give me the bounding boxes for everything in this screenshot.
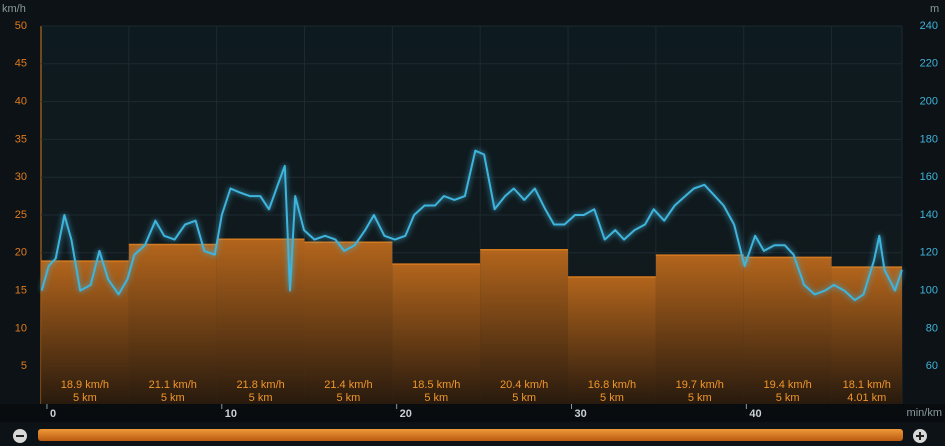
y-tick-label: 5 [21,360,27,372]
y2-tick-label: 80 [926,322,938,334]
x-tick-label: 0 [50,408,56,420]
bar [655,255,744,404]
bar [568,276,656,404]
bar-distance-label: 5 km [776,392,800,404]
bar [480,249,569,404]
x-tick-label: 40 [749,408,761,420]
bar-value-label: 21.4 km/h [324,379,372,391]
y2-tick-label: 180 [920,133,938,145]
bar [392,264,481,404]
x-tick-label: 10 [225,408,237,420]
bar-value-label: 19.4 km/h [763,379,811,391]
bar-value-label: 21.8 km/h [236,379,284,391]
bar [304,242,393,404]
elevation-line [40,149,903,302]
zoom-out-button[interactable] [13,429,27,443]
bar-value-label: 18.9 km/h [61,379,109,391]
bar [41,261,129,404]
bar-distance-label: 4.01 km [847,392,886,404]
bar-value-label: 16.8 km/h [588,379,636,391]
bar-distance-label: 5 km [424,392,448,404]
y2-tick-label: 140 [920,209,938,221]
zoom-in-button[interactable] [913,429,927,443]
y-tick-label: 30 [15,171,27,183]
bar [743,257,832,404]
y-tick-label: 10 [15,322,27,334]
y-axis-label: km/h [2,3,26,15]
bar-distance-label: 5 km [73,392,97,404]
y2-tick-label: 200 [920,96,938,108]
bar-distance-label: 5 km [337,392,361,404]
y2-tick-label: 220 [920,58,938,70]
bar-distance-label: 5 km [600,392,624,404]
bar-value-label: 18.1 km/h [843,379,891,391]
bar [128,244,217,404]
y-tick-label: 40 [15,96,27,108]
bar-distance-label: 5 km [249,392,273,404]
bar-distance-label: 5 km [512,392,536,404]
y2-tick-label: 120 [920,247,938,259]
y-tick-label: 20 [15,247,27,259]
x-axis-strip [0,404,945,422]
y-tick-label: 25 [15,209,27,221]
y-tick-label: 45 [15,58,27,70]
y-tick-label: 35 [15,133,27,145]
bar-value-label: 19.7 km/h [676,379,724,391]
y2-tick-label: 60 [926,360,938,372]
y2-tick-label: 100 [920,285,938,297]
y-tick-label: 15 [15,285,27,297]
y-tick-label: 50 [15,20,27,32]
x-tick-label: 20 [400,408,412,420]
x-axis-label: min/km [907,407,942,419]
y2-axis-label: m [930,3,939,15]
bar-value-label: 18.5 km/h [412,379,460,391]
bar-distance-label: 5 km [688,392,712,404]
x-tick-label: 30 [575,408,587,420]
y2-tick-label: 240 [920,20,938,32]
y2-tick-label: 160 [920,171,938,183]
bar-value-label: 20.4 km/h [500,379,548,391]
range-slider[interactable] [38,429,903,441]
bar-value-label: 21.1 km/h [149,379,197,391]
bar-distance-label: 5 km [161,392,185,404]
